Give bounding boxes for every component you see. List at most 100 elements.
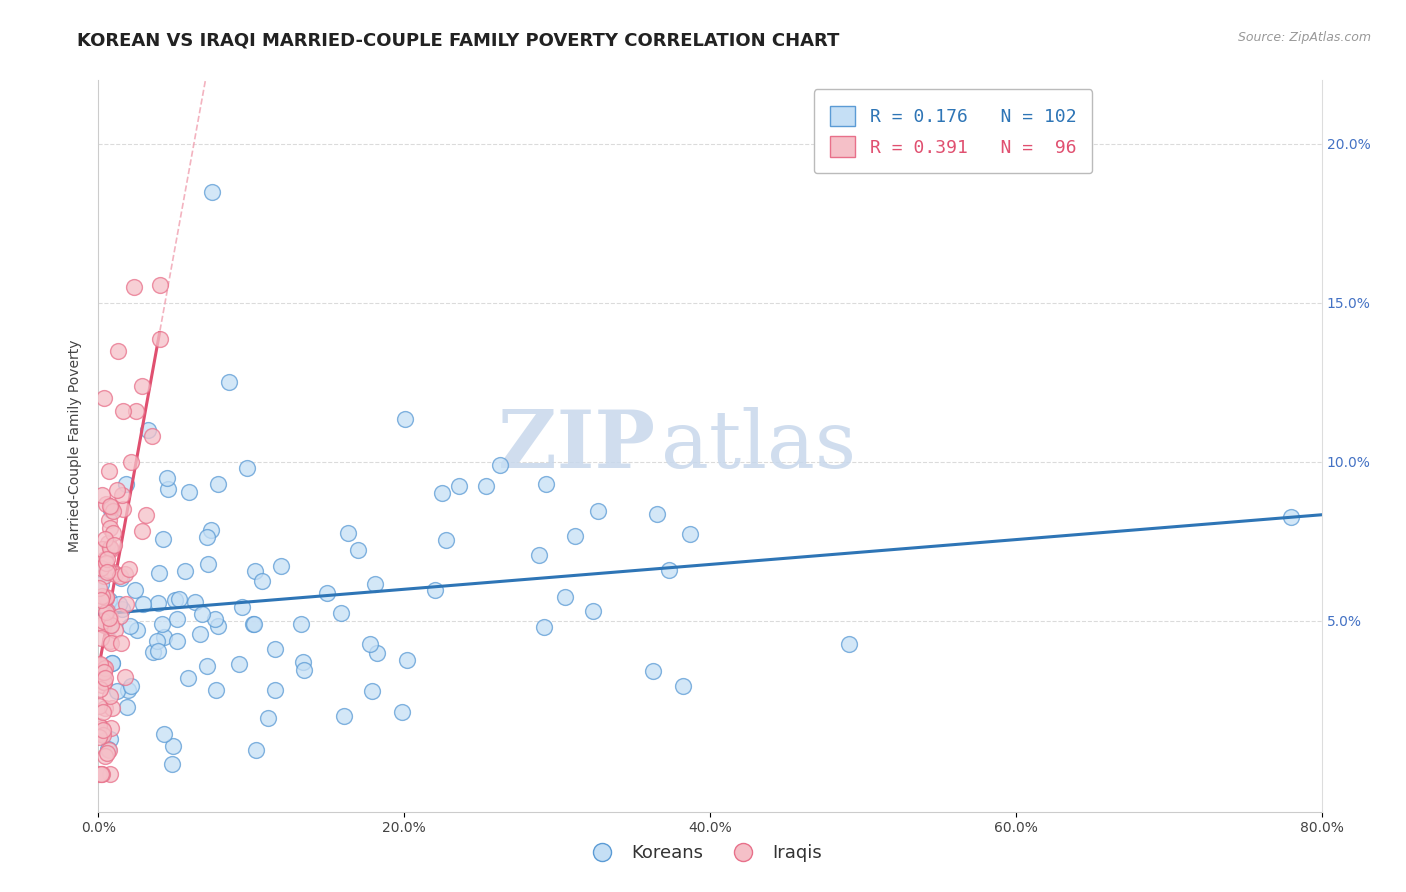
Point <box>184 595 207 609</box>
Point <box>93 662 115 676</box>
Point <box>100 617 122 632</box>
Point <box>93 675 115 690</box>
Point <box>1279 509 1302 524</box>
Point <box>242 617 264 632</box>
Point <box>91 660 114 674</box>
Point <box>97 593 120 607</box>
Point <box>90 678 112 692</box>
Point <box>93 665 115 679</box>
Point <box>157 482 180 496</box>
Point <box>153 630 176 644</box>
Text: Source: ZipAtlas.com: Source: ZipAtlas.com <box>1237 31 1371 45</box>
Point <box>97 741 120 756</box>
Point <box>93 568 115 582</box>
Point <box>142 645 165 659</box>
Point <box>96 591 118 605</box>
Point <box>110 636 132 650</box>
Point <box>330 606 353 620</box>
Point <box>98 521 121 535</box>
Point <box>197 557 219 571</box>
Point <box>174 564 197 578</box>
Point <box>141 428 163 442</box>
Point <box>98 766 121 780</box>
Point <box>103 504 125 518</box>
Point <box>364 577 387 591</box>
Point <box>89 681 111 696</box>
Point <box>100 541 122 556</box>
Point <box>90 766 112 780</box>
Point <box>111 602 134 616</box>
Point <box>124 583 146 598</box>
Point <box>588 504 610 518</box>
Point <box>90 631 112 645</box>
Point <box>564 529 586 543</box>
Point <box>394 411 416 425</box>
Text: KOREAN VS IRAQI MARRIED-COUPLE FAMILY POVERTY CORRELATION CHART: KOREAN VS IRAQI MARRIED-COUPLE FAMILY PO… <box>77 31 839 49</box>
Point <box>347 542 370 557</box>
Point <box>146 644 169 658</box>
Point <box>554 590 576 604</box>
Point <box>264 682 287 697</box>
Point <box>100 500 122 515</box>
Point <box>135 508 157 522</box>
Point <box>103 538 125 552</box>
Point <box>93 723 115 738</box>
Point <box>91 766 114 780</box>
Point <box>89 698 111 713</box>
Point <box>91 705 114 719</box>
Point <box>107 343 129 358</box>
Point <box>645 507 668 521</box>
Point <box>98 732 121 747</box>
Point <box>242 616 264 631</box>
Point <box>87 581 110 595</box>
Point <box>91 728 114 742</box>
Point <box>333 709 356 723</box>
Point <box>270 559 292 574</box>
Point <box>90 591 112 606</box>
Point <box>125 623 148 637</box>
Point <box>838 637 860 651</box>
Point <box>366 646 388 660</box>
Point <box>108 597 131 611</box>
Point <box>201 185 224 199</box>
Point <box>96 565 118 579</box>
Point <box>117 562 139 576</box>
Point <box>96 605 118 619</box>
Point <box>100 701 122 715</box>
Point <box>87 730 110 744</box>
Point <box>124 280 146 294</box>
Point <box>94 497 117 511</box>
Point <box>112 404 135 418</box>
Point <box>91 725 114 739</box>
Point <box>125 404 148 418</box>
Point <box>115 598 138 612</box>
Point <box>104 567 127 582</box>
Point <box>292 663 315 677</box>
Point <box>166 634 188 648</box>
Point <box>148 566 170 580</box>
Point <box>100 635 122 649</box>
Point <box>97 536 120 550</box>
Point <box>228 657 250 671</box>
Point <box>90 577 112 591</box>
Point <box>146 596 169 610</box>
Point <box>94 671 117 685</box>
Point <box>162 739 184 754</box>
Point <box>98 610 121 624</box>
Text: ZIP: ZIP <box>498 407 655 485</box>
Point <box>90 541 112 556</box>
Point <box>131 524 153 539</box>
Point <box>177 671 200 685</box>
Point <box>243 564 266 578</box>
Point <box>90 589 112 603</box>
Point <box>108 608 131 623</box>
Point <box>231 600 253 615</box>
Point <box>156 471 179 485</box>
Point <box>337 525 360 540</box>
Point <box>101 565 124 579</box>
Point <box>207 619 229 633</box>
Point <box>94 566 117 581</box>
Point <box>105 683 128 698</box>
Point <box>100 721 122 735</box>
Point <box>94 701 117 715</box>
